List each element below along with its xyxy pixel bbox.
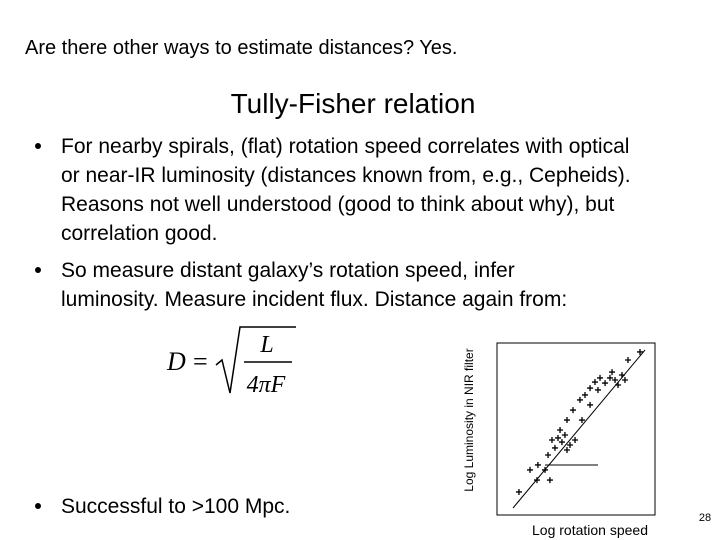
bullet-text: luminosity. Measure incident flux. Dista… — [61, 288, 567, 311]
point — [548, 437, 555, 444]
bullet-text: Successful to >100 Mpc. — [61, 495, 290, 518]
y-axis-label: Log Luminosity in NIR filter — [462, 348, 476, 491]
point — [606, 374, 613, 381]
point — [561, 432, 568, 439]
plot-frame — [496, 342, 656, 516]
point — [554, 434, 561, 441]
point — [587, 385, 594, 392]
point — [563, 446, 570, 453]
bullet-text: correlation good. — [61, 222, 217, 245]
point — [542, 466, 549, 473]
point — [609, 369, 616, 376]
point — [545, 451, 552, 458]
point — [602, 380, 609, 387]
bullet-dot — [35, 503, 41, 509]
radical — [215, 326, 296, 394]
point — [597, 374, 604, 381]
formula: D = L 4πF — [166, 326, 296, 398]
point — [572, 437, 579, 444]
header-title: Are there other ways to estimate distanc… — [25, 37, 457, 59]
bullet-text: or near-IR luminosity (distances known f… — [61, 164, 631, 187]
x-axis-label: Log rotation speed — [532, 522, 648, 538]
point — [636, 348, 643, 355]
formula-numerator: L — [259, 332, 273, 358]
formula-denominator: 4πF — [247, 372, 286, 398]
scatter-points — [515, 348, 643, 495]
point — [624, 357, 631, 364]
point — [551, 444, 558, 451]
point — [612, 376, 619, 383]
point — [569, 407, 576, 414]
point — [534, 461, 541, 468]
bullet-text: Reasons not well understood (good to thi… — [61, 193, 615, 216]
point — [546, 477, 553, 484]
point — [576, 396, 583, 403]
bullet-dot — [35, 143, 41, 149]
bullets: For nearby spirals, (flat) rotation spee… — [35, 135, 631, 518]
point — [566, 441, 573, 448]
point — [615, 381, 622, 388]
point — [594, 386, 601, 393]
formula-equals: = — [193, 347, 208, 376]
slide-title: Tully-Fisher relation — [231, 88, 476, 119]
fit-line — [512, 349, 646, 509]
bullet-dot — [35, 267, 41, 273]
point — [618, 371, 625, 378]
point — [533, 477, 540, 484]
point — [582, 391, 589, 398]
bullet-text: So measure distant galaxy’s rotation spe… — [61, 259, 515, 282]
point — [557, 427, 564, 434]
point — [558, 439, 565, 446]
point — [527, 466, 534, 473]
point — [587, 401, 594, 408]
point — [563, 417, 570, 424]
page-number: 28 — [699, 512, 711, 524]
bullet-text: For nearby spirals, (flat) rotation spee… — [61, 135, 629, 158]
point — [621, 376, 628, 383]
formula-lhs: D — [166, 347, 186, 376]
point — [591, 379, 598, 386]
point — [515, 488, 522, 495]
point — [579, 417, 586, 424]
